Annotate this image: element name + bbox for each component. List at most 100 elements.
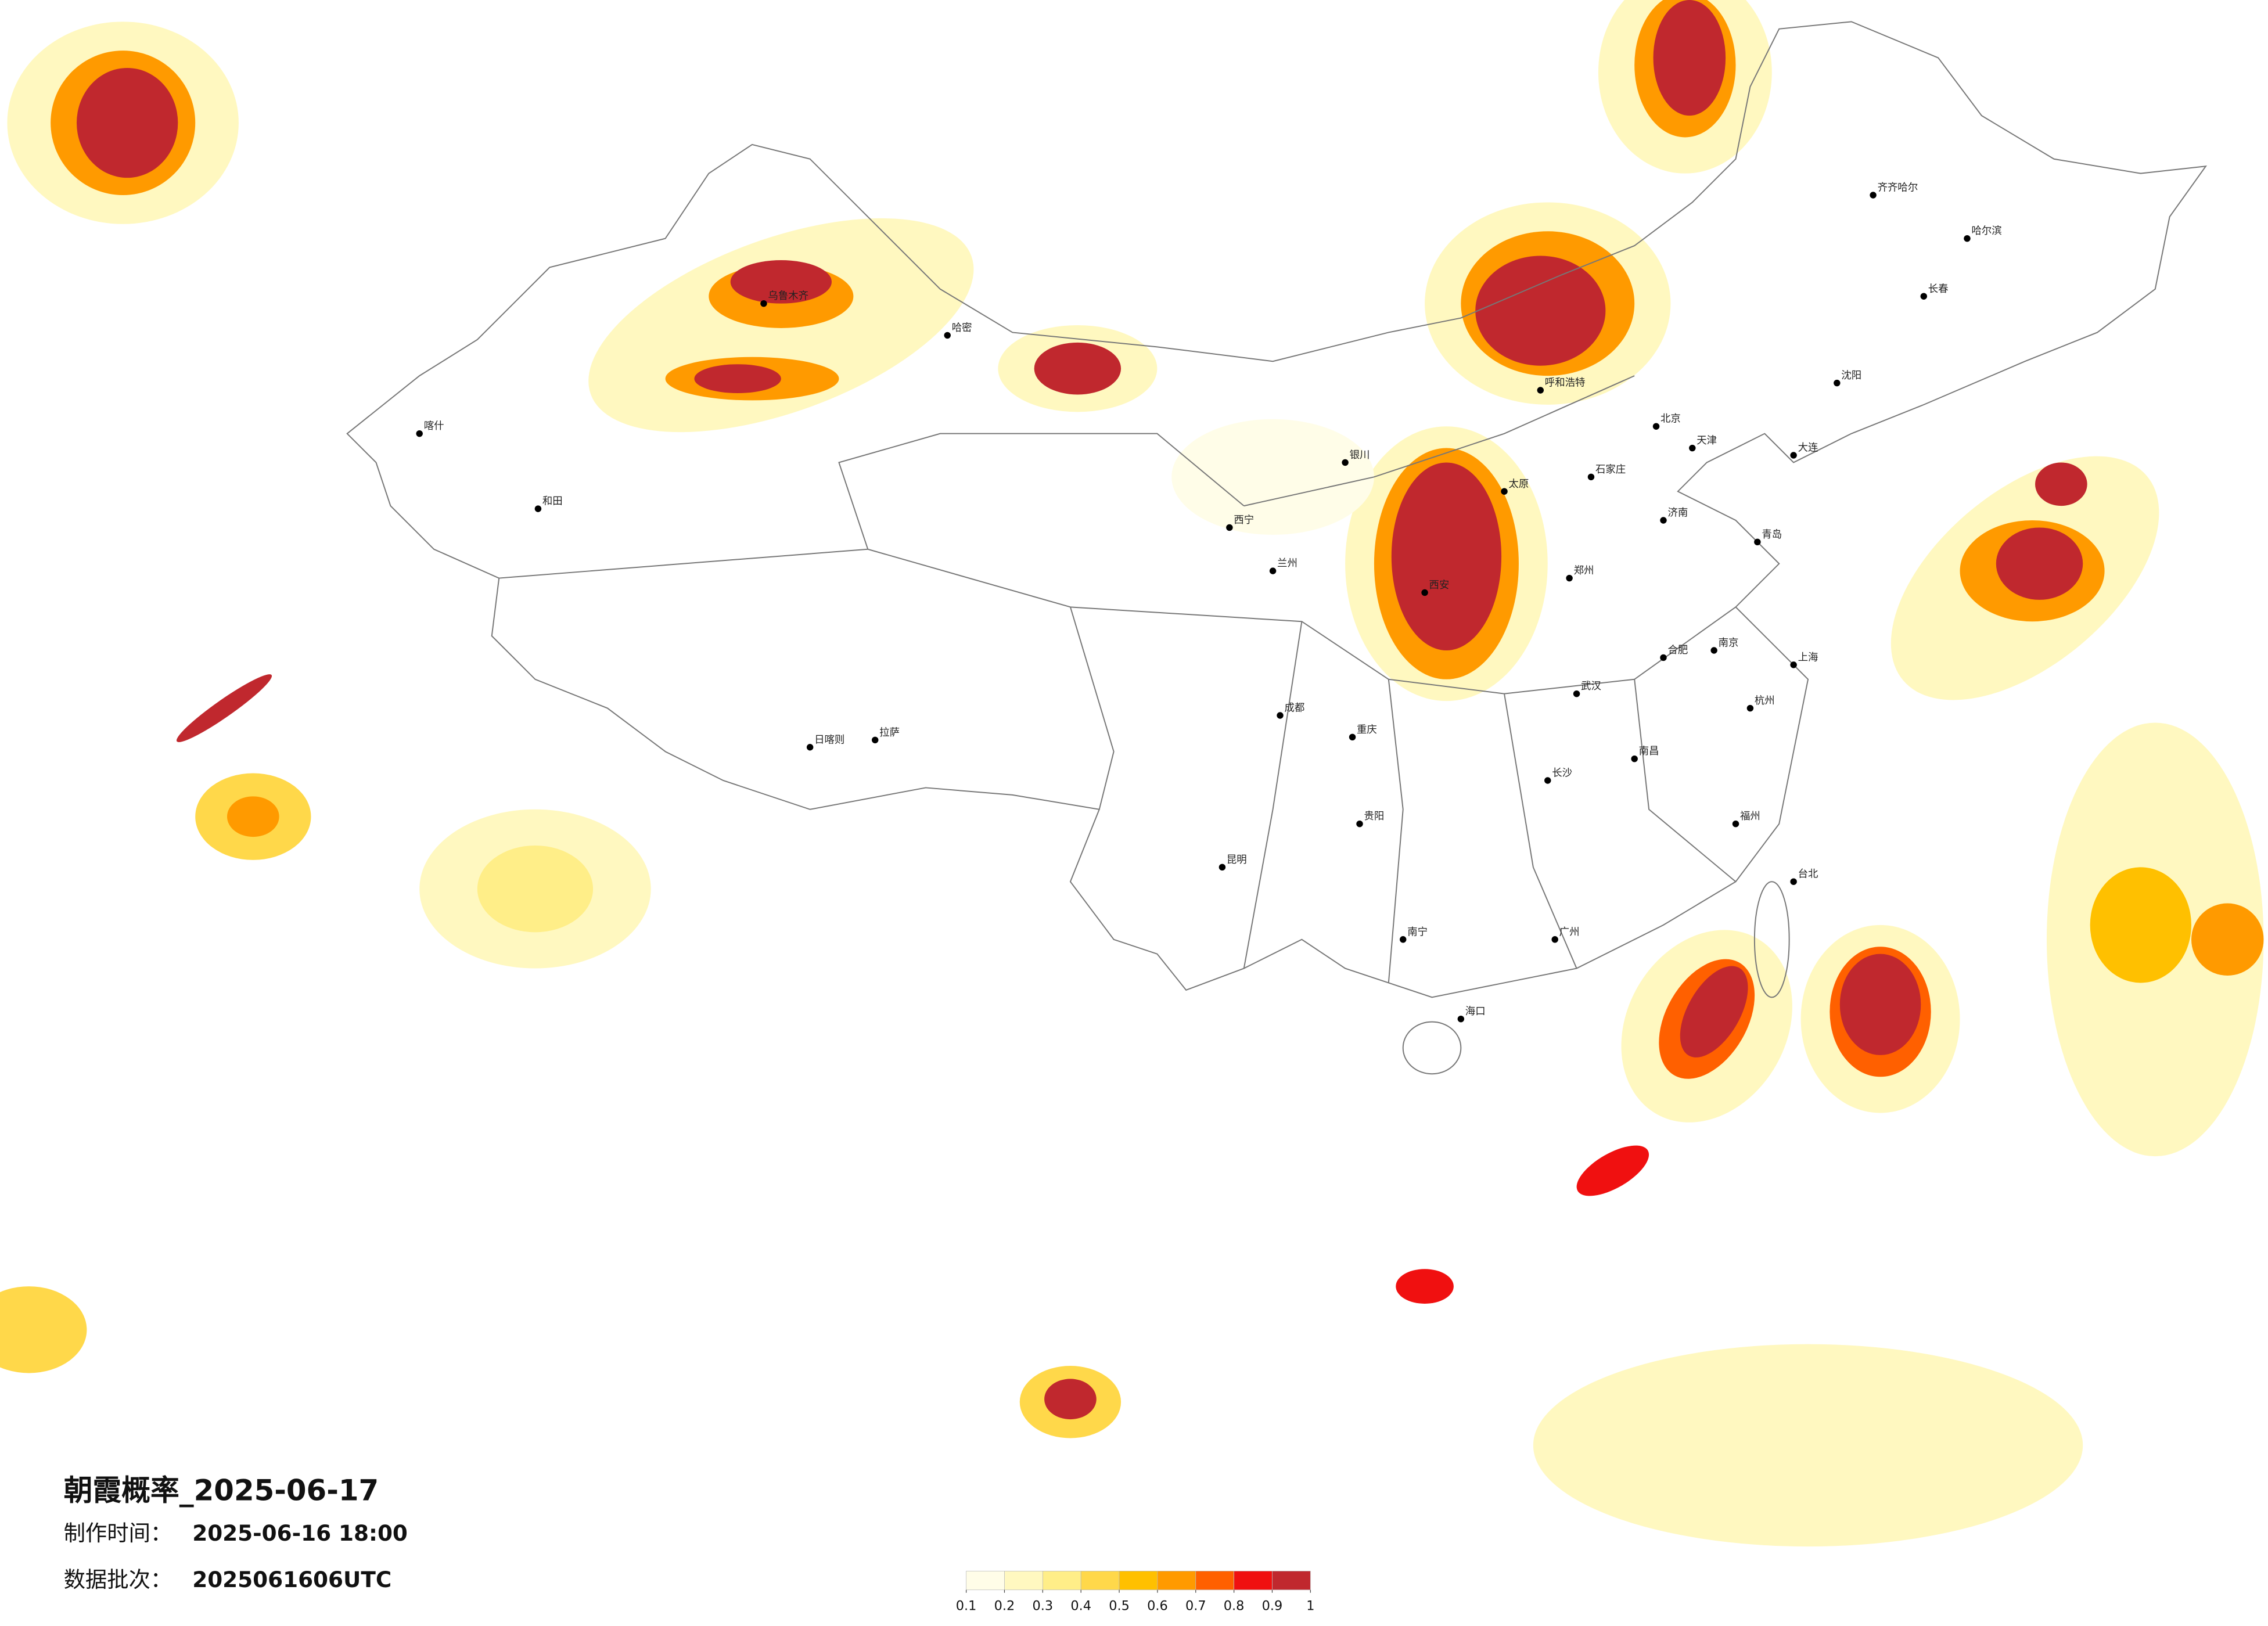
- taiwan: [1753, 881, 1790, 998]
- colorbar-tick-label: 1: [1306, 1599, 1314, 1614]
- city-label: 沈阳: [1841, 370, 1861, 382]
- title: 朝霞概率_2025-06-17: [64, 1473, 379, 1507]
- probability-field: [0, 0, 2264, 1547]
- city-label: 上海: [1798, 652, 1818, 663]
- city-dot: [1790, 661, 1797, 668]
- city-dot: [534, 505, 542, 512]
- city-dot: [1652, 423, 1660, 430]
- city-label: 广州: [1559, 926, 1580, 938]
- info-label: 数据批次：: [64, 1567, 172, 1592]
- city-label: 武汉: [1581, 681, 1601, 692]
- border: [346, 21, 2208, 998]
- city-label: 天津: [1696, 435, 1717, 447]
- city-dot: [1537, 387, 1544, 394]
- colorbar-tick-label: 0.1: [956, 1599, 977, 1614]
- city-label: 大连: [1798, 443, 1818, 454]
- city-label: 重庆: [1357, 724, 1377, 736]
- info-value: 2025-06-16 18:00: [192, 1520, 408, 1546]
- city-dot: [871, 736, 879, 744]
- colorbar-tick-label: 0.2: [994, 1599, 1015, 1614]
- city-dot: [1631, 755, 1638, 762]
- city-label: 哈尔滨: [1971, 225, 2001, 237]
- city-dot: [1277, 712, 1284, 719]
- colorbar-tick-label: 0.6: [1147, 1599, 1168, 1614]
- city-label: 乌鲁木齐: [768, 290, 808, 302]
- blob: [1019, 1145, 1649, 1438]
- colorbar-tick-label: 0.5: [1109, 1599, 1130, 1614]
- city-dot: [1551, 936, 1558, 943]
- city-label: 齐齐哈尔: [1878, 182, 1918, 194]
- colorbar: 0.1 0.2 0.3 0.4 0.5 0.6 0.7 0.8 0.9 1: [956, 1571, 1314, 1614]
- city-dot: [1754, 538, 1761, 546]
- city-label: 拉萨: [879, 727, 900, 739]
- city-dot: [1501, 488, 1508, 495]
- province-lines: [499, 375, 1737, 983]
- city-label: 西宁: [1234, 515, 1254, 526]
- blob: [1345, 426, 1548, 702]
- city-dot: [1834, 379, 1841, 387]
- blob: [1598, 0, 1772, 174]
- city-dot: [806, 744, 814, 751]
- city-dot: [1349, 733, 1356, 741]
- city-label: 青岛: [1762, 529, 1782, 541]
- city-label: 太原: [1509, 479, 1529, 490]
- city-dot: [1219, 864, 1226, 871]
- blob: [1890, 456, 2159, 700]
- city-dot: [1920, 293, 1928, 300]
- colorbar-tick-label: 0.9: [1262, 1599, 1283, 1614]
- colorbar-tick-label: 0.8: [1224, 1599, 1245, 1614]
- blob: [0, 419, 2264, 1547]
- city-dot: [1790, 878, 1797, 885]
- city-label: 昆明: [1227, 854, 1247, 866]
- colorbar-swatch: [966, 1571, 1005, 1591]
- city-label: 呼和浩特: [1545, 377, 1586, 389]
- blob: [7, 21, 239, 224]
- city-label: 银川: [1350, 449, 1370, 461]
- city-dot: [1660, 517, 1667, 524]
- city-label: 石家庄: [1595, 464, 1626, 476]
- city-dot: [1870, 192, 1877, 199]
- city-label: 郑州: [1574, 565, 1594, 577]
- city-dot: [1226, 524, 1233, 531]
- city-dot: [1689, 444, 1696, 452]
- city-label: 日喀则: [814, 734, 844, 746]
- hainan: [1402, 1021, 1462, 1075]
- colorbar-tick-label: 0.4: [1070, 1599, 1091, 1614]
- city-label: 北京: [1660, 413, 1681, 425]
- colorbar-swatch: [1195, 1571, 1234, 1591]
- city-label: 合肥: [1667, 645, 1688, 656]
- city-label: 福州: [1740, 811, 1760, 822]
- colorbar-swatch: [1004, 1571, 1043, 1591]
- city-label: 长沙: [1552, 768, 1572, 779]
- info-label: 制作时间：: [64, 1520, 172, 1546]
- city-dot: [1342, 459, 1349, 466]
- city-dot: [1587, 473, 1595, 481]
- city-dot: [1457, 1015, 1465, 1023]
- city-dot: [1566, 574, 1573, 582]
- city-dot: [944, 332, 951, 339]
- city-label: 哈密: [952, 322, 972, 334]
- city-label: 杭州: [1755, 695, 1775, 707]
- blob: [1800, 924, 1960, 1113]
- city-dot: [1710, 647, 1717, 654]
- colorbar-swatch: [1080, 1571, 1120, 1591]
- city-dot: [1421, 589, 1428, 596]
- colorbar-tick-label: 0.7: [1185, 1599, 1206, 1614]
- city-dot: [1573, 690, 1580, 697]
- info-value: 2025061606UTC: [192, 1567, 391, 1592]
- city-dot: [1964, 235, 1971, 242]
- colorbar-swatch: [1157, 1571, 1196, 1591]
- blob: [1621, 930, 1792, 1123]
- blob: [1425, 202, 1671, 405]
- city-dot: [1356, 820, 1363, 828]
- colorbar-tick-label: 0.3: [1033, 1599, 1054, 1614]
- city-dot: [1790, 452, 1797, 459]
- city-label: 济南: [1667, 508, 1688, 519]
- city-dot: [760, 300, 767, 307]
- city-label: 长春: [1928, 283, 1949, 295]
- blob: [588, 218, 974, 433]
- city-dot: [1544, 777, 1551, 784]
- colorbar-swatch: [1119, 1571, 1158, 1591]
